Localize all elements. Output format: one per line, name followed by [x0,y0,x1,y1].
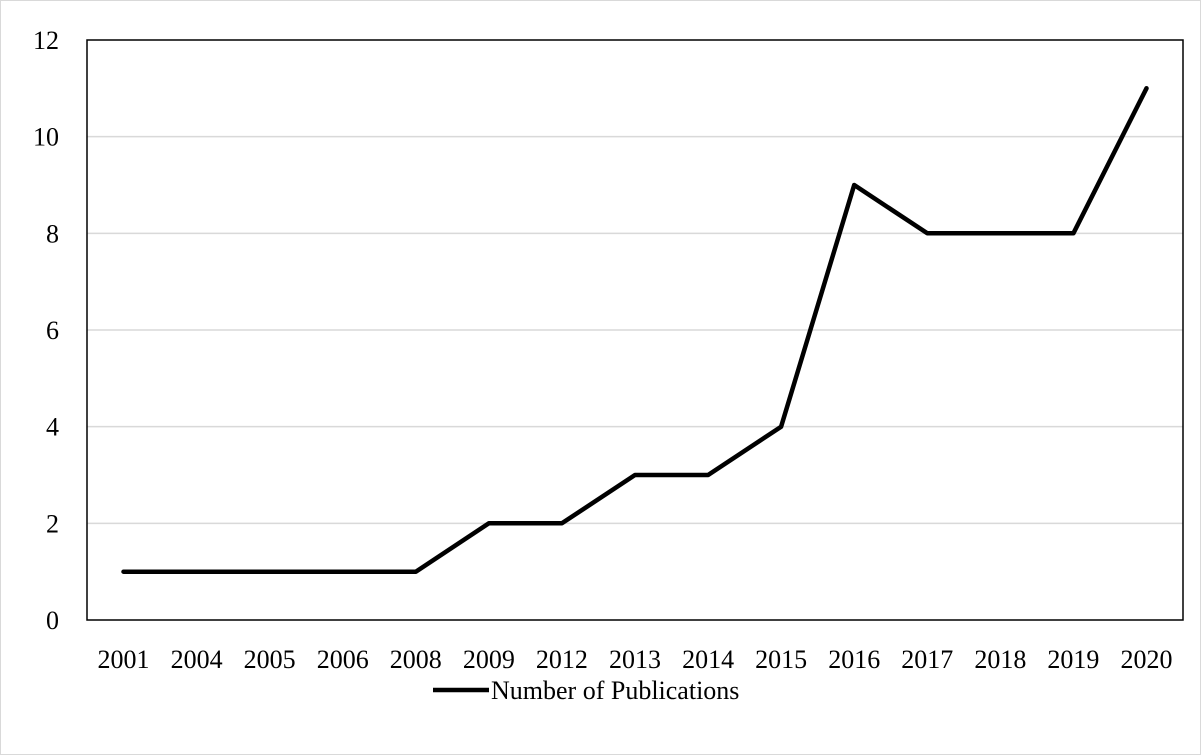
x-tick-label-2001: 2001 [98,645,150,674]
y-tick-label-4: 4 [46,413,59,442]
data-point-2015 [780,426,782,428]
legend-label-number-of-publications: Number of Publications [491,676,739,705]
y-tick-label-0: 0 [46,606,59,635]
x-tick-label-2016: 2016 [828,645,880,674]
data-point-2013 [634,474,636,476]
data-point-2001 [123,571,125,573]
y-tick-label-12: 12 [33,26,59,55]
x-tick-label-2018: 2018 [974,645,1026,674]
x-tick-label-2004: 2004 [171,645,223,674]
x-tick-label-2006: 2006 [317,645,369,674]
series-layer [121,86,1149,574]
data-point-2014 [707,474,709,476]
plot-area-border [86,39,1184,621]
y-tick-label-8: 8 [46,219,59,248]
x-tick-label-2012: 2012 [536,645,588,674]
data-point-2016 [853,184,855,186]
x-tick-label-2017: 2017 [901,645,953,674]
data-point-2019 [1072,232,1074,234]
x-tick-label-2008: 2008 [390,645,442,674]
data-point-2012 [561,522,563,524]
y-axis-ticks: 0 2 4 6 8 10 12 [33,26,59,635]
gridlines [87,135,1183,525]
y-tick-label-2: 2 [46,509,59,538]
x-tick-label-2015: 2015 [755,645,807,674]
data-point-2006 [342,571,344,573]
x-tick-label-2014: 2014 [682,645,734,674]
data-point-2009 [488,522,490,524]
x-tick-label-2005: 2005 [244,645,296,674]
x-tick-label-2009: 2009 [463,645,515,674]
legend: Number of Publications [433,676,739,705]
data-point-2005 [269,571,271,573]
data-point-2018 [999,232,1001,234]
x-tick-label-2020: 2020 [1120,645,1172,674]
data-point-2020 [1145,87,1147,89]
data-point-2017 [926,232,928,234]
y-tick-label-10: 10 [33,123,59,152]
x-tick-label-2019: 2019 [1047,645,1099,674]
data-point-2008 [415,571,417,573]
y-tick-label-6: 6 [46,316,59,345]
x-axis-ticks: 2001 2004 2005 2006 2008 2009 2012 2013 2014 2015… [98,645,1173,674]
x-tick-label-2013: 2013 [609,645,661,674]
data-point-2004 [196,571,198,573]
